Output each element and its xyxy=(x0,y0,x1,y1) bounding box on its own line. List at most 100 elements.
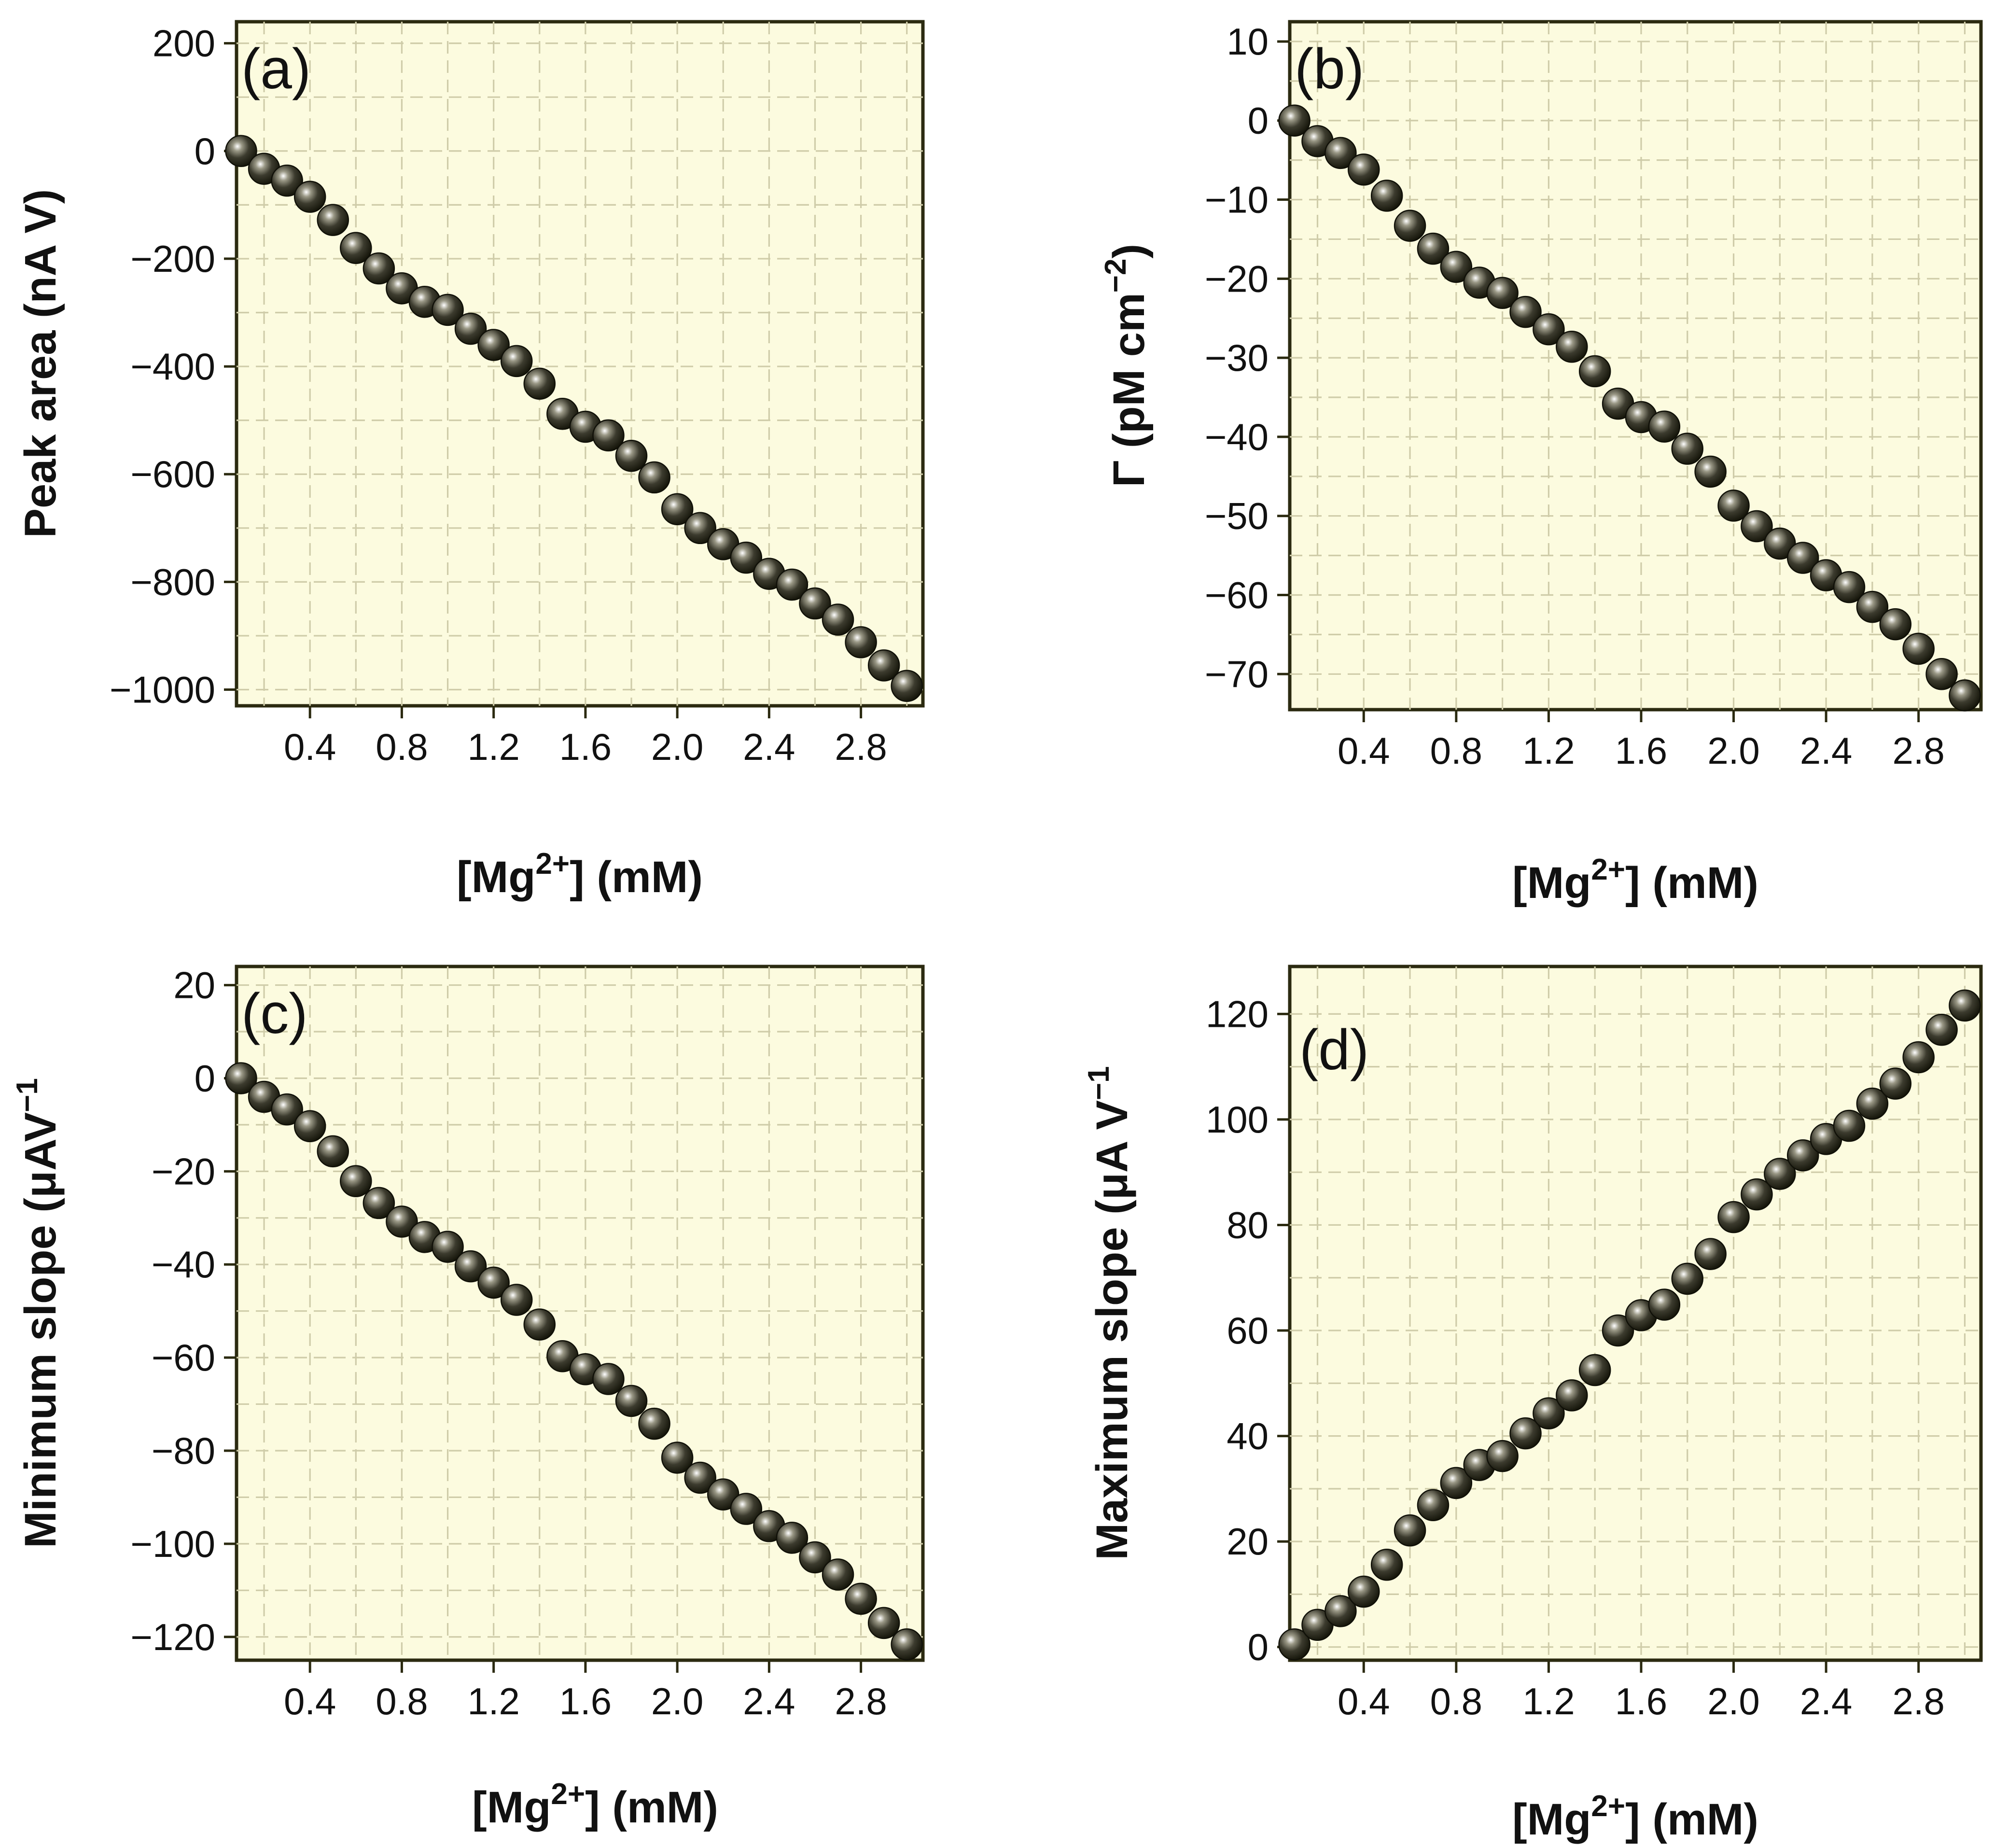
data-point xyxy=(1648,1288,1681,1321)
data-point xyxy=(1602,1314,1634,1347)
data-point xyxy=(1486,277,1519,309)
data-point xyxy=(1394,1514,1426,1547)
data-point xyxy=(1325,1595,1357,1627)
y-tick-label: −70 xyxy=(1205,653,1269,695)
data-point xyxy=(1741,1178,1773,1211)
data-point xyxy=(225,135,257,168)
y-tick-labels-c: −120 −100 −80 −60 −40 −20 0 20 xyxy=(130,964,215,1658)
data-point xyxy=(822,603,854,636)
data-point xyxy=(1694,1238,1727,1270)
y-axis-title-b: Γ (pM cm−2) xyxy=(1099,244,1154,487)
x-tick-label: 1.6 xyxy=(559,1680,612,1722)
data-point xyxy=(1717,490,1750,522)
data-point xyxy=(615,440,648,472)
data-point xyxy=(432,1231,464,1263)
data-point xyxy=(1741,510,1773,543)
x-tick-label: 1.6 xyxy=(1615,1680,1667,1722)
data-point xyxy=(454,1250,487,1283)
y-tick-label: −40 xyxy=(1205,416,1269,458)
x-tick-label: 1.2 xyxy=(1522,729,1575,772)
data-point xyxy=(454,312,487,345)
panel-label-b: (b) xyxy=(1295,37,1364,101)
data-point xyxy=(1856,590,1889,623)
x-tick-label: 0.8 xyxy=(1430,729,1482,772)
x-tick-label: 2.4 xyxy=(1800,729,1852,772)
data-point xyxy=(684,512,716,545)
data-point xyxy=(1925,658,1958,690)
y-tick-labels-a: −1000 −800 −600 −400 −200 0 200 xyxy=(110,22,215,711)
data-point xyxy=(1879,1067,1912,1100)
data-point xyxy=(271,164,303,197)
x-tick-label: 2.0 xyxy=(651,726,703,768)
x-tick-label: 0.8 xyxy=(376,1680,428,1722)
y-axis-title-d: Maximum slope (μA V−1 xyxy=(1082,1066,1137,1560)
data-point xyxy=(523,1308,556,1341)
data-point xyxy=(293,181,326,213)
data-point xyxy=(1394,210,1426,242)
data-point xyxy=(891,670,923,702)
x-tick-label: 1.2 xyxy=(467,1680,519,1722)
data-point xyxy=(891,1628,923,1661)
data-point xyxy=(317,204,349,236)
data-point xyxy=(523,367,556,400)
y-tick-label: 80 xyxy=(1227,1204,1269,1246)
x-tick-label: 0.8 xyxy=(1430,1680,1482,1722)
data-point xyxy=(638,1407,670,1440)
data-point xyxy=(1440,251,1473,283)
data-point xyxy=(477,329,510,361)
x-tick-label: 1.6 xyxy=(559,726,612,768)
data-point xyxy=(776,1522,809,1554)
y-tick-label: −120 xyxy=(130,1616,215,1658)
y-tick-label: −30 xyxy=(1205,336,1269,379)
data-point xyxy=(776,568,809,601)
data-points-a xyxy=(225,135,923,702)
data-point xyxy=(225,1062,257,1094)
x-tick-label: 2.8 xyxy=(1892,1680,1944,1722)
data-point xyxy=(867,649,900,682)
y-tick-label: 10 xyxy=(1227,20,1269,63)
y-tick-label: 120 xyxy=(1206,993,1269,1035)
data-point xyxy=(1533,1397,1565,1429)
data-point xyxy=(1278,104,1311,137)
y-tick-label: −400 xyxy=(130,345,215,388)
panel-d: 0.4 0.8 1.2 1.6 2.0 2.4 2.8 0 20 40 60 80 100 120 (d… xyxy=(1082,965,1983,1844)
data-point xyxy=(293,1110,326,1143)
x-tick-label: 1.6 xyxy=(1615,729,1667,772)
y-tick-label: −60 xyxy=(1205,574,1269,616)
y-tick-label: 200 xyxy=(153,22,215,65)
data-point xyxy=(271,1093,303,1126)
x-tick-label: 0.4 xyxy=(1338,729,1390,772)
data-point xyxy=(1764,527,1796,560)
x-tick-label: 2.0 xyxy=(651,1680,703,1722)
x-tick-labels-a: 0.4 0.8 1.2 1.6 2.0 2.4 2.8 xyxy=(284,726,887,768)
x-tick-label: 2.4 xyxy=(1800,1680,1852,1722)
data-point xyxy=(799,587,831,620)
data-point xyxy=(1671,433,1704,465)
data-point xyxy=(1509,295,1542,328)
x-tick-label: 0.4 xyxy=(1338,1680,1390,1722)
data-point xyxy=(1509,1417,1542,1450)
data-points-c xyxy=(225,1062,923,1661)
data-point xyxy=(684,1461,716,1494)
x-tick-label: 1.2 xyxy=(1522,1680,1575,1722)
data-point xyxy=(363,1187,395,1219)
y-tick-label: 20 xyxy=(173,964,215,1007)
y-tick-label: −20 xyxy=(152,1150,215,1192)
y-tick-label: −800 xyxy=(130,560,215,603)
data-point xyxy=(845,1582,877,1615)
y-tick-labels-b: −70 −60 −50 −40 −30 −20 −10 0 10 xyxy=(1205,20,1269,695)
data-point xyxy=(1879,608,1912,641)
y-tick-label: −80 xyxy=(152,1429,215,1472)
data-point xyxy=(1486,1440,1519,1472)
data-point xyxy=(1764,1158,1796,1190)
x-axis-title-d: [Mg2+] (mM) xyxy=(1512,1790,1758,1844)
data-point xyxy=(1417,232,1450,265)
y-tick-labels-d: 0 20 40 60 80 100 120 xyxy=(1206,993,1269,1668)
y-tick-label: −1000 xyxy=(110,669,215,711)
x-tick-label: 2.4 xyxy=(743,726,795,768)
data-points-d xyxy=(1278,989,1981,1661)
data-point xyxy=(1786,542,1819,574)
y-tick-label: 20 xyxy=(1227,1520,1269,1563)
panel-c: 0.4 0.8 1.2 1.6 2.0 2.4 2.8 −120−100−80−60−40−… xyxy=(11,964,925,1832)
x-tick-label: 1.2 xyxy=(467,726,519,768)
